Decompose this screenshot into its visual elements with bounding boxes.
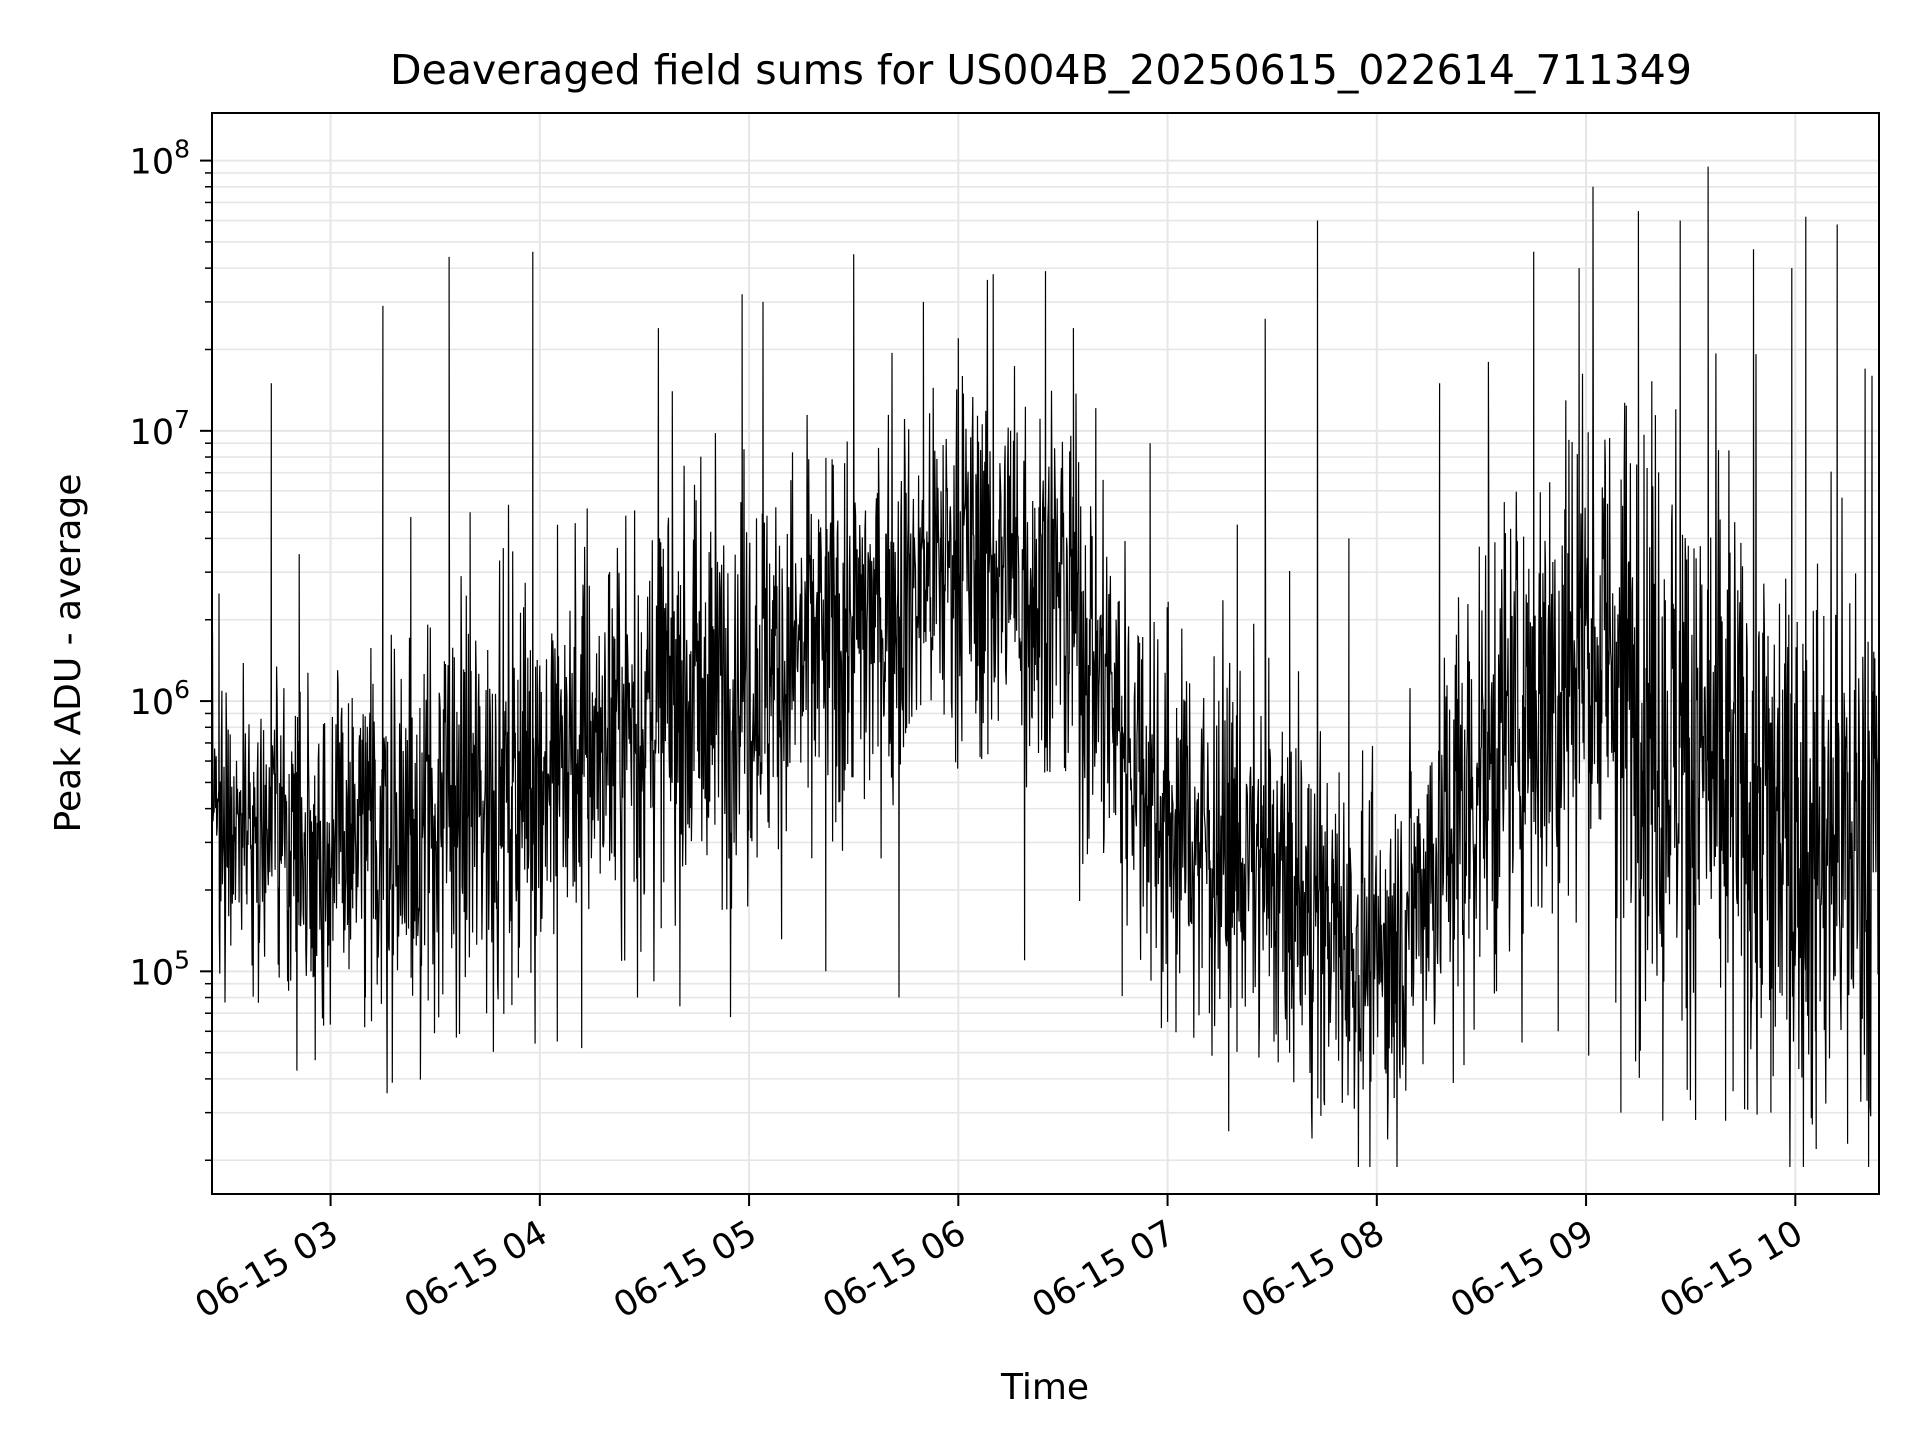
chart-title: Deaveraged field sums for US004B_2025061…	[390, 46, 1692, 94]
series	[212, 166, 1879, 1168]
series-line	[212, 166, 1879, 1168]
plot-area-frame	[211, 112, 1880, 1195]
y-axis-label: Peak ADU - average	[48, 474, 89, 833]
y-axis: 105 106 107 108	[130, 135, 212, 1161]
y-tick-label: 108	[130, 135, 190, 183]
y-tick-label: 107	[130, 405, 190, 453]
y-tick-label: 106	[130, 675, 190, 723]
y-tick-label: 105	[130, 945, 190, 993]
x-axis-label: Time	[1000, 1367, 1089, 1408]
